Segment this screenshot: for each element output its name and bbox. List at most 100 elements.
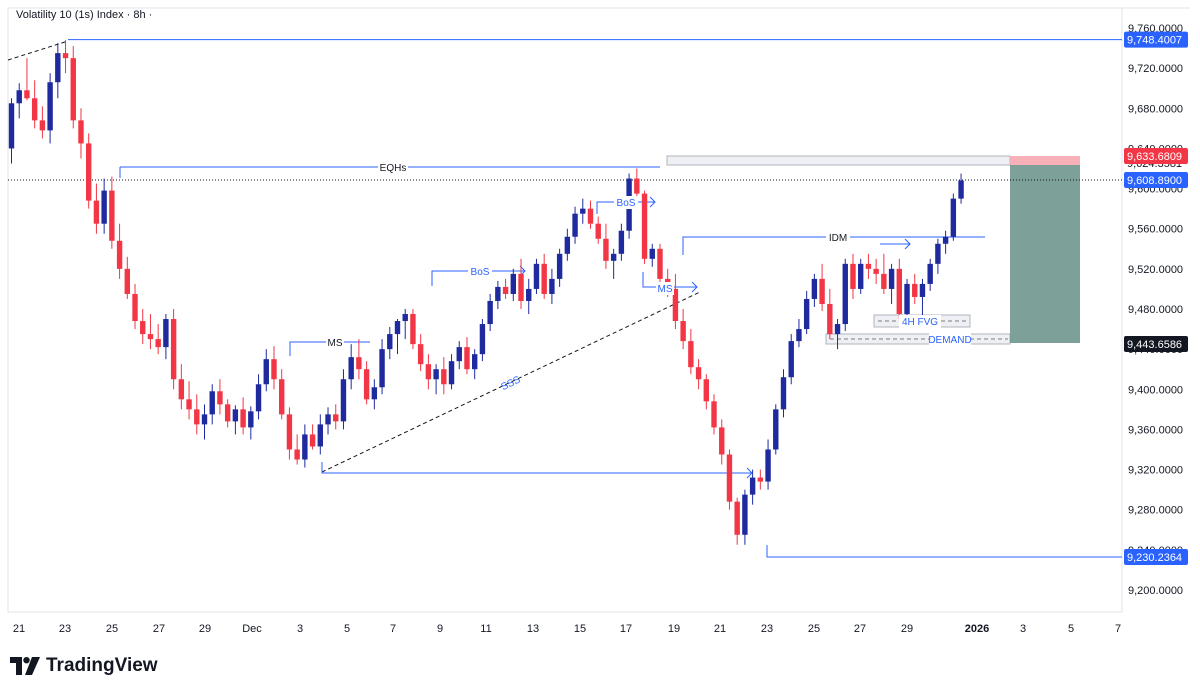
low-level-line: [766, 545, 1122, 558]
candle-body: [518, 273, 524, 301]
candle-body: [703, 379, 709, 402]
low-swing-arrow: [746, 467, 753, 479]
candle-body: [850, 263, 856, 289]
candle-body: [163, 319, 169, 348]
candle-body: [711, 401, 717, 428]
candle-body: [958, 180, 964, 199]
ms2-arrow: [691, 281, 698, 293]
candle-body: [224, 404, 231, 422]
price-tag-high: 9,748.4007: [1127, 35, 1182, 47]
candle-body: [109, 190, 115, 241]
candle-body: [819, 278, 825, 304]
x-tick-label: 3: [1020, 623, 1026, 635]
ms2-label: MS: [658, 284, 673, 295]
candle-body: [950, 198, 957, 237]
x-tick-label: Dec: [242, 623, 262, 635]
candle-body: [688, 341, 694, 368]
price-tag-low-bg: [1124, 549, 1188, 565]
idm-label-bg: [826, 231, 850, 244]
x-tick-label: 5: [344, 623, 350, 635]
candle-body: [124, 268, 130, 294]
candle-body: [773, 409, 779, 450]
candle-body: [78, 120, 84, 144]
candle-body: [441, 369, 447, 385]
candle-body: [634, 178, 640, 194]
candle-body: [255, 384, 262, 412]
demand-label: DEMAND: [928, 335, 971, 346]
ms2-label-bg: [656, 282, 674, 295]
candle-body: [803, 298, 810, 330]
y-tick-label: 9,680.0000: [1128, 103, 1183, 115]
candle-body: [641, 193, 648, 259]
demand-label-bg: [929, 333, 971, 346]
candle-body: [8, 103, 15, 149]
candle-body: [394, 321, 401, 335]
x-tick-label: 21: [714, 623, 726, 635]
symbol-title[interactable]: Volatility 10 (1s) Index · 8h ·: [16, 9, 153, 21]
candle-body: [302, 434, 308, 460]
candle-body: [325, 414, 331, 425]
candles-layer: [8, 40, 964, 545]
fvg-label: 4H FVG: [902, 317, 938, 328]
candle-body: [796, 329, 802, 342]
eqhs-label: EQHs: [380, 163, 407, 174]
candle-body: [649, 248, 655, 259]
x-tick-label: 17: [620, 623, 632, 635]
y-tick-label: 9,520.0000: [1128, 264, 1183, 276]
time-axis[interactable]: 21 23 25 27 29 Dec 3 5 7 9 11 13 15 17 19 21 23 25 27 29 202…: [13, 623, 1121, 635]
price-tags-layer: 9,748.40079,624.35819,633.68099,608.8900…: [1124, 31, 1188, 565]
candle-body: [827, 303, 833, 335]
candle-body: [749, 477, 756, 495]
candle-body: [433, 369, 439, 380]
low-swing-line: [321, 462, 752, 474]
candle-body: [572, 213, 578, 237]
candle-body: [232, 409, 239, 422]
x-tick-label: 23: [59, 623, 71, 635]
candle-body: [680, 321, 686, 342]
candle-body: [556, 253, 563, 279]
tradingview-logo-icon: [10, 657, 40, 675]
candle-body: [248, 411, 254, 428]
grid: [7, 7, 1190, 613]
candle-body: [834, 324, 841, 335]
candle-body: [410, 314, 416, 345]
annotations-layer: [7, 39, 1122, 558]
candle-body: [47, 82, 53, 131]
candle-body: [919, 283, 926, 297]
candle-body: [294, 449, 300, 460]
idm-label: IDM: [829, 233, 847, 244]
candle-body: [340, 379, 347, 422]
candle-body: [147, 334, 154, 340]
price-axis[interactable]: 9,760.00009,720.00009,680.00009,640.0000…: [1128, 23, 1183, 597]
tradingview-logo-text: TradingView: [46, 655, 158, 676]
ms-label: MS: [328, 338, 343, 349]
candle-body: [912, 283, 918, 297]
bos-label-bg: [468, 265, 492, 278]
candle-body: [93, 200, 100, 224]
x-tick-label: 25: [106, 623, 118, 635]
candle-body: [610, 253, 617, 261]
candle-body: [526, 288, 532, 301]
candle-body: [178, 379, 185, 400]
candle-body: [788, 341, 794, 378]
idm-line: [682, 236, 985, 255]
candle-body: [425, 364, 432, 380]
candle-body: [155, 339, 161, 348]
x-tick-label: 2026: [965, 623, 989, 635]
candle-body: [657, 248, 663, 279]
tradingview-logo[interactable]: TradingView: [10, 655, 158, 677]
candle-body: [240, 409, 246, 428]
candle-body: [888, 268, 895, 289]
price-tag-stop: 9,633.6809: [1127, 151, 1182, 163]
x-tick-label: 7: [390, 623, 396, 635]
candle-body: [140, 321, 146, 335]
price-tag-entry: 9,443.6586: [1127, 339, 1182, 351]
x-tick-label: 5: [1068, 623, 1074, 635]
x-tick-label: 23: [761, 623, 773, 635]
candle-body: [379, 349, 385, 388]
price-tag-last-bg: [1124, 172, 1188, 188]
candle-body: [448, 361, 455, 385]
candle-body: [24, 90, 30, 99]
